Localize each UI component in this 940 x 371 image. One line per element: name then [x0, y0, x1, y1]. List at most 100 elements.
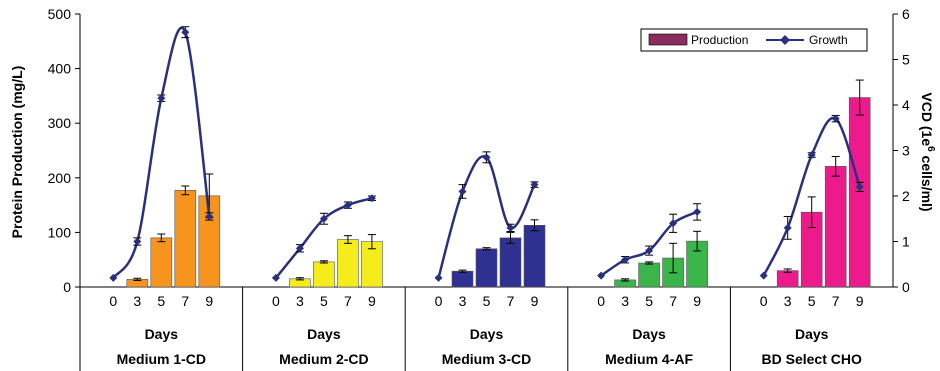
group-title: Medium 4-AF	[605, 351, 693, 367]
chart-axes	[75, 13, 898, 288]
growth-marker	[855, 182, 864, 191]
x-axis-title: Days	[470, 326, 504, 342]
growth-marker	[621, 255, 630, 264]
x-axis-title: Days	[795, 326, 829, 342]
x-axis-title: Days	[307, 326, 341, 342]
growth-marker	[831, 114, 840, 123]
x-tick-label: 3	[621, 293, 629, 309]
x-tick-label: 9	[531, 293, 539, 309]
production-bar	[337, 239, 359, 288]
group-title: BD Select CHO	[762, 351, 862, 367]
x-tick-label: 5	[483, 293, 491, 309]
x-axis-title: Days	[145, 326, 179, 342]
production-bar	[824, 166, 847, 288]
group-title: Medium 3-CD	[442, 351, 531, 367]
y2-tick-label: 2	[902, 188, 910, 204]
growth-marker	[109, 273, 118, 282]
x-tick-label: 7	[181, 293, 189, 309]
y-tick-label: 400	[48, 61, 72, 77]
y2-axis-title-sup: 6	[925, 146, 936, 152]
x-tick-label: 0	[109, 293, 117, 309]
x-tick-label: 9	[368, 293, 376, 309]
x-tick-label: 5	[157, 293, 165, 309]
x-tick-label: 3	[296, 293, 304, 309]
y2-tick-label: 5	[902, 52, 910, 68]
y-tick-label: 500	[48, 6, 72, 22]
x-tick-label: 0	[760, 293, 768, 309]
x-tick-label: 7	[832, 293, 840, 309]
growth-marker	[271, 273, 280, 282]
legend-box	[640, 28, 868, 52]
x-tick-label: 7	[669, 293, 677, 309]
production-bar	[150, 237, 173, 288]
y2-tick-label: 3	[902, 143, 910, 159]
legend-production-swatch	[648, 33, 688, 46]
x-tick-label: 9	[856, 293, 864, 309]
growth-marker	[530, 180, 539, 189]
production-bar	[499, 237, 522, 288]
growth-marker	[295, 244, 304, 253]
growth-marker	[434, 273, 443, 282]
x-axis-title: Days	[632, 326, 666, 342]
production-bar	[638, 262, 660, 288]
y2-tick-label: 0	[902, 279, 910, 295]
x-tick-label: 5	[808, 293, 816, 309]
y-tick-label: 200	[48, 170, 72, 186]
growth-marker	[506, 223, 515, 232]
x-tick-label: 3	[784, 293, 792, 309]
production-bar	[313, 261, 335, 288]
x-tick-label: 5	[645, 293, 653, 309]
production-bar	[523, 225, 546, 288]
y-axis-title: Protein Production (mg/L)	[9, 66, 25, 239]
x-tick-label: 9	[205, 293, 213, 309]
growth-marker	[669, 219, 678, 228]
y-tick-label: 300	[48, 115, 72, 131]
growth-marker	[759, 271, 768, 280]
growth-marker	[597, 271, 606, 280]
growth-marker	[783, 223, 792, 232]
x-tick-label: 5	[320, 293, 328, 309]
y2-axis-title-tail: cells/ml)	[919, 152, 935, 212]
legend-growth-label: Growth	[809, 33, 848, 47]
group-title: Medium 2-CD	[279, 351, 368, 367]
x-tick-label: 0	[272, 293, 280, 309]
y2-tick-label: 4	[902, 97, 910, 113]
x-tick-label: 0	[435, 293, 443, 309]
x-tick-label: 0	[597, 293, 605, 309]
growth-marker	[181, 28, 190, 37]
production-bar	[776, 270, 799, 288]
y-tick-label: 100	[48, 224, 72, 240]
growth-marker	[319, 214, 328, 223]
growth-marker	[133, 237, 142, 246]
growth-marker	[157, 94, 166, 103]
y-tick-label: 0	[63, 279, 71, 295]
group-title: Medium 1-CD	[117, 351, 206, 367]
x-tick-label: 7	[344, 293, 352, 309]
x-tick-label: 3	[459, 293, 467, 309]
y2-tick-label: 1	[902, 234, 910, 250]
growth-marker	[367, 194, 376, 203]
x-tick-label: 3	[133, 293, 141, 309]
production-bar	[475, 248, 498, 288]
production-bars	[126, 79, 871, 288]
growth-marker	[807, 151, 816, 160]
growth-marker	[482, 153, 491, 162]
y2-axis-title: VCD (1e6 cells/ml)	[919, 92, 936, 211]
growth-marker	[693, 207, 702, 216]
growth-marker	[458, 187, 467, 196]
production-bar	[174, 190, 197, 288]
group-separators	[79, 287, 731, 371]
legend-growth-marker	[780, 35, 790, 45]
growth-lines	[109, 26, 864, 282]
legend-production-label: Production	[691, 33, 748, 47]
legend: Production Growth	[640, 28, 868, 52]
growth-marker	[205, 212, 214, 221]
y2-axis-title-main: VCD (1e	[919, 92, 935, 146]
x-tick-label: 7	[507, 293, 515, 309]
x-tick-label: 9	[693, 293, 701, 309]
growth-marker	[645, 246, 654, 255]
y2-tick-label: 6	[902, 6, 910, 22]
growth-marker	[343, 201, 352, 210]
